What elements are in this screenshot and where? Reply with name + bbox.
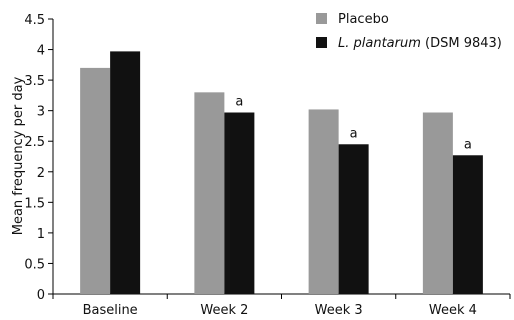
legend-label-lplantarum-suffix: (DSM 9843): [421, 36, 502, 51]
bar-placebo: [308, 109, 339, 294]
x-tick-label: Week 4: [429, 303, 477, 318]
significance-label: a: [235, 95, 243, 110]
y-tick-label: 3: [37, 105, 45, 120]
y-tick-label: 1: [37, 227, 45, 242]
x-tick-label: Baseline: [83, 303, 138, 318]
bar-lplantarum: [338, 144, 369, 294]
bar-lplantarum: [452, 155, 483, 294]
bars-group: [80, 51, 483, 295]
bar-lplantarum: [224, 112, 255, 294]
legend-label-placebo: Placebo: [338, 12, 389, 27]
y-tick-label: 0.5: [24, 257, 45, 272]
bar-lplantarum: [110, 51, 141, 295]
y-tick-label: 2: [37, 166, 45, 181]
y-tick-label: 1.5: [24, 196, 45, 211]
y-tick-label: 4: [37, 44, 45, 59]
legend-label-lplantarum: L. plantarum (DSM 9843): [338, 36, 502, 51]
y-tick-label: 0: [37, 288, 45, 303]
y-tick-label: 2.5: [24, 135, 45, 150]
x-tick-label: Week 3: [315, 303, 363, 318]
legend-label-lplantarum-italic: L. plantarum: [338, 36, 421, 51]
legend-swatch-lplantarum: [316, 37, 327, 48]
y-axis: 0 0.5 1 1.5 2 2.5 3 3.5 4 4.5: [24, 13, 54, 303]
y-axis-label: Mean frequency per day: [11, 76, 26, 235]
legend-swatch-placebo: [316, 13, 327, 24]
x-tick-label: Week 2: [200, 303, 248, 318]
bar-placebo: [80, 67, 111, 294]
bar-placebo: [194, 92, 225, 294]
bar-placebo: [422, 112, 453, 294]
annotations-group: a a a: [235, 95, 471, 153]
significance-label: a: [464, 137, 472, 152]
x-axis: Baseline Week 2 Week 3 Week 4: [52, 293, 511, 318]
y-tick-label: 4.5: [24, 13, 45, 28]
legend: Placebo L. plantarum (DSM 9843): [316, 12, 502, 51]
significance-label: a: [350, 126, 358, 141]
y-tick-label: 3.5: [24, 74, 45, 89]
